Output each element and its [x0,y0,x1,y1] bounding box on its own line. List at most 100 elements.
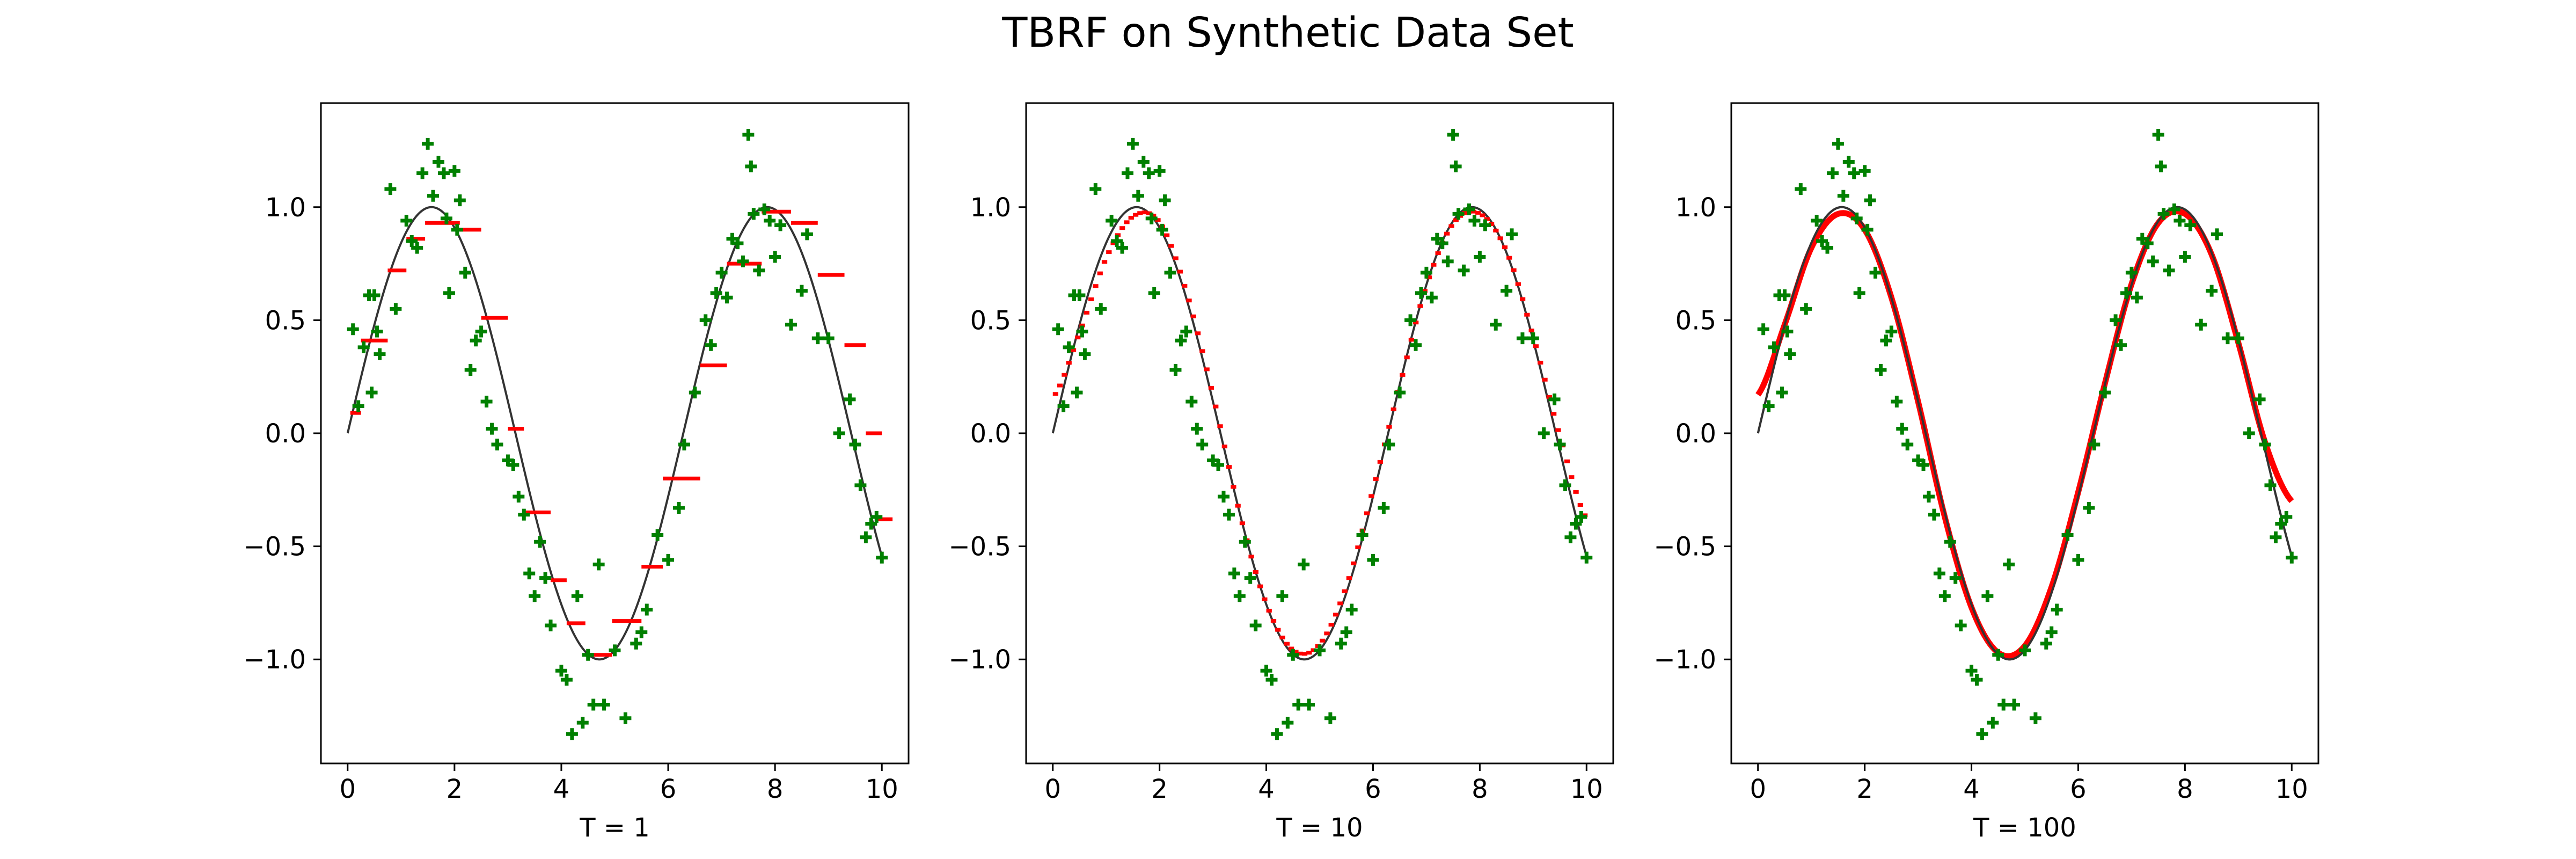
data-point [1548,393,1561,405]
data-point [2040,637,2052,650]
data-point [1156,223,1168,236]
x-tick-label: 8 [1472,774,1488,804]
data-point [1779,289,1791,302]
true-function-line [346,206,883,661]
y-tick-label: 0.0 [265,419,306,449]
data-point [1976,728,1988,740]
data-point [433,156,444,168]
y-tick-label: −1.0 [1653,645,1716,675]
data-point [545,620,557,632]
data-point [491,439,503,451]
data-point [2051,603,2063,616]
data-point [652,529,664,541]
data-point [1095,303,1107,315]
data-point [811,332,824,345]
data-point [518,508,530,521]
data-point [1314,644,1326,657]
data-point [1490,318,1502,331]
data-point [1816,235,1828,247]
x-tick-label: 4 [1963,774,1980,804]
data-point [1458,264,1470,276]
data-point [1073,289,1086,302]
data-point [1287,649,1299,661]
data-point [1303,698,1315,711]
y-tick-label: 0.0 [1675,419,1716,449]
x-axis-label: T = 1 [579,813,650,843]
data-point [1933,567,1945,580]
data-point [1276,590,1289,602]
data-point [2110,314,2122,326]
data-point [2141,237,2154,250]
data-point [475,325,487,338]
data-point [1335,637,1347,650]
data-point [427,190,440,202]
data-point [769,251,781,263]
y-tick-label: −0.5 [243,532,306,562]
x-tick-label: 10 [1570,774,1603,804]
data-point [2152,128,2164,141]
data-point [529,590,541,602]
data-point [1324,712,1336,724]
plot-area [1051,128,1593,740]
data-point [1340,626,1352,638]
data-point [609,644,621,657]
data-point [2259,439,2271,451]
data-point [1474,251,1486,263]
data-point [1762,400,1775,412]
data-point [1864,194,1876,207]
data-point [1415,287,1427,299]
data-point [1463,203,1475,215]
data-point [1944,536,1956,548]
data-point [1175,334,1187,347]
data-point [715,266,728,279]
data-point [1153,165,1166,177]
data-point [2184,219,2197,231]
x-tick-label: 0 [339,774,356,804]
data-point [1244,572,1256,584]
x-tick-label: 6 [660,774,677,804]
data-point [1212,458,1225,471]
data-point [710,287,722,299]
data-point [1795,183,1807,195]
data-point [1580,551,1593,564]
data-point [2286,551,2298,564]
data-point [400,215,413,227]
data-point [422,137,434,150]
subplots-group: 0 2 4 6 8 10−1.0−0.50.00.51.0T = 10 2 4 6 8 10−1.0… [243,102,2319,843]
data-point [2168,203,2180,215]
data-point [1896,423,1908,435]
data-point [833,427,845,439]
data-point [865,518,877,530]
data-point [1564,531,1577,543]
data-point [1271,728,1283,740]
data-point [764,215,776,227]
data-point [2206,285,2218,297]
data-point [1260,665,1272,677]
data-point [860,531,872,543]
data-point [451,223,463,236]
data-point [1410,339,1422,351]
axes-frame [1730,102,2319,765]
data-point [1992,649,2004,661]
y-tick-label: −1.0 [948,645,1011,675]
data-point [448,165,460,177]
data-point [630,637,642,650]
data-point [1145,212,1158,224]
data-point [347,323,359,336]
data-point [1479,219,1491,231]
plot-area [346,128,893,740]
data-point [486,423,498,435]
data-point [1116,242,1129,254]
data-point [560,674,573,686]
data-point [1356,529,1368,541]
data-point [731,237,744,250]
data-point [662,554,675,566]
data-point [1842,156,1855,168]
data-point [721,292,733,304]
x-tick-label: 2 [1856,774,1873,804]
data-point [1776,387,1788,399]
data-point [1436,237,1448,250]
data-point [464,364,477,376]
data-point [1832,137,1844,150]
